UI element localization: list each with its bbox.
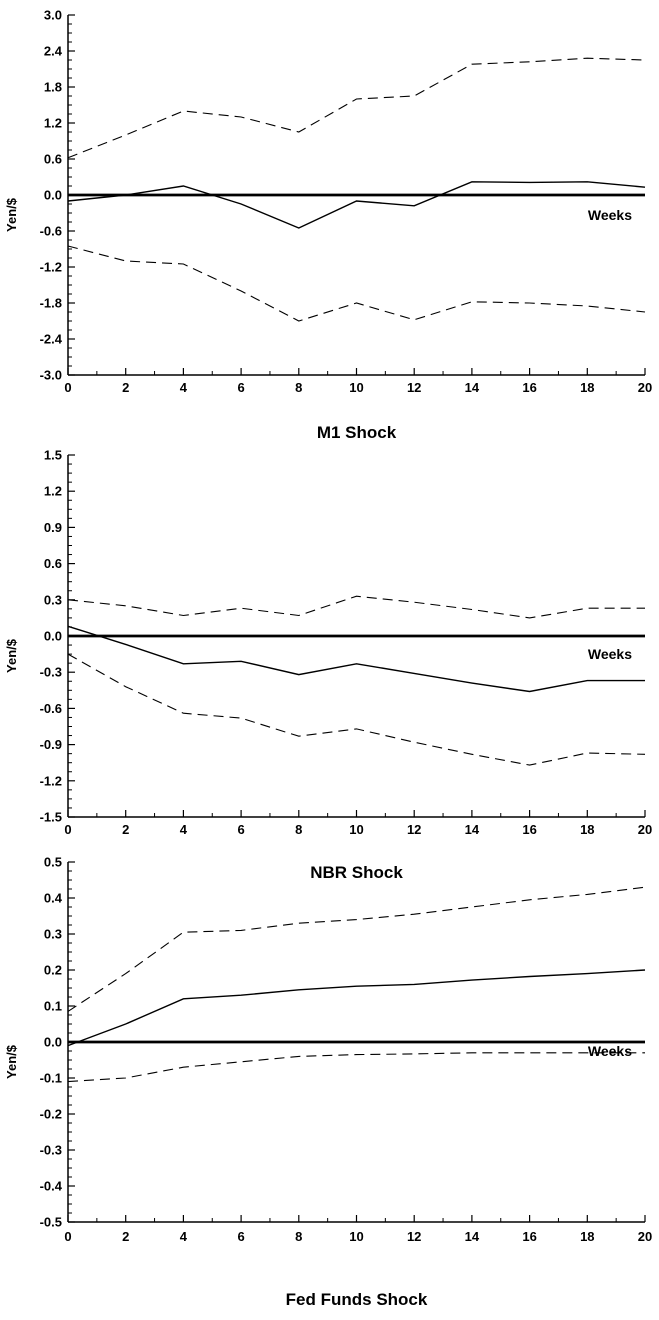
y-axis-label: Yen/$ (4, 1044, 19, 1079)
x-tick-label: 14 (465, 1229, 480, 1244)
x-tick-label: 10 (349, 380, 363, 395)
panel-nbr: 1.5 1.2 0.9 0.6 0.3 0.0 -0.3 -0.6 -0.9 -1.2 -1.50 2… (4, 448, 652, 883)
x-tick-label: 16 (522, 380, 536, 395)
x-axis-title: M1 Shock (317, 423, 397, 442)
x-tick-label: 10 (349, 822, 363, 837)
y-tick-label: 1.5 (44, 448, 62, 463)
x-tick-label: 6 (237, 380, 244, 395)
x-tick-label: 4 (180, 1229, 188, 1244)
y-tick-label: -0.2 (40, 1107, 62, 1122)
x-tick-label: 10 (349, 1229, 363, 1244)
y-tick-label: 0.4 (44, 891, 63, 906)
y-tick-label: 1.2 (44, 116, 62, 131)
y-tick-label: 0.3 (44, 927, 62, 942)
x-tick-label: 14 (465, 380, 480, 395)
y-tick-label: 0.0 (44, 1035, 62, 1050)
x-tick-label: 4 (180, 822, 188, 837)
y-tick-label: 0.6 (44, 556, 62, 571)
panel-fed-funds: 0.5 0.4 0.3 0.2 0.1 0.0 -0.1 -0.2 -0.3 -0.4 -0.50 2… (4, 855, 652, 1310)
y-tick-label: 0.9 (44, 520, 62, 535)
y-tick-label: -0.5 (40, 1215, 62, 1230)
x-tick-label: 16 (522, 822, 536, 837)
x-tick-label: 12 (407, 822, 421, 837)
x-tick-label: 16 (522, 1229, 536, 1244)
x-tick-label: 6 (237, 822, 244, 837)
x-tick-label: 20 (638, 380, 652, 395)
y-tick-label: 0.1 (44, 999, 62, 1014)
x-axis-title: Fed Funds Shock (286, 1290, 428, 1309)
x-tick-label: 2 (122, 380, 129, 395)
y-tick-label: -0.3 (40, 1143, 62, 1158)
x-tick-label: 20 (638, 822, 652, 837)
x-tick-label: 18 (580, 380, 594, 395)
y-tick-label: -0.9 (40, 737, 62, 752)
y-tick-label: -1.2 (40, 773, 62, 788)
y-tick-label: 2.4 (44, 44, 63, 59)
upper-band-line (67, 595, 645, 619)
x-tick-label: 8 (295, 822, 302, 837)
weeks-annotation: Weeks (588, 1043, 632, 1059)
x-tick-label: 6 (237, 1229, 244, 1244)
weeks-annotation: Weeks (588, 207, 632, 223)
y-tick-label: 0.3 (44, 592, 62, 607)
y-tick-label: -0.6 (40, 224, 62, 239)
y-tick-label: -1.5 (40, 810, 62, 825)
lower-band-line (67, 653, 646, 766)
y-axis-label: Yen/$ (4, 197, 19, 232)
x-tick-label: 2 (122, 822, 129, 837)
lower-band-line (67, 1052, 645, 1083)
y-tick-label: 0.2 (44, 963, 62, 978)
y-tick-label: 0.0 (44, 188, 62, 203)
y-tick-label: -2.4 (40, 332, 63, 347)
x-tick-label: 18 (580, 822, 594, 837)
response-line (67, 181, 646, 229)
x-tick-label: 12 (407, 1229, 421, 1244)
upper-band-line (67, 57, 646, 159)
y-tick-label: -0.6 (40, 701, 62, 716)
x-tick-label: 4 (180, 380, 188, 395)
x-tick-label: 14 (465, 822, 480, 837)
upper-band-line (67, 886, 646, 1012)
response-line (67, 969, 646, 1047)
y-tick-label: -0.1 (40, 1071, 62, 1086)
x-tick-label: 20 (638, 1229, 652, 1244)
y-tick-label: -0.4 (40, 1179, 63, 1194)
y-tick-label: 3.0 (44, 8, 62, 23)
y-tick-label: 0.6 (44, 152, 62, 167)
y-tick-label: -3.0 (40, 368, 62, 383)
y-tick-label: 0.0 (44, 629, 62, 644)
x-tick-label: 0 (64, 380, 71, 395)
x-tick-label: 18 (580, 1229, 594, 1244)
x-tick-label: 0 (64, 1229, 71, 1244)
x-tick-label: 8 (295, 1229, 302, 1244)
y-tick-label: 1.8 (44, 80, 62, 95)
panel-m1: 3.0 2.4 1.8 1.2 0.6 0.0 -0.6 -1.2 -1.8 -2.4 -3.00 2… (4, 8, 652, 443)
x-tick-label: 8 (295, 380, 302, 395)
x-tick-label: 0 (64, 822, 71, 837)
y-tick-label: -1.8 (40, 296, 62, 311)
y-axis-label: Yen/$ (4, 638, 19, 673)
x-tick-label: 12 (407, 380, 421, 395)
lower-band-line (67, 245, 646, 322)
x-tick-label: 2 (122, 1229, 129, 1244)
response-line (67, 625, 645, 693)
y-tick-label: -0.3 (40, 665, 62, 680)
weeks-annotation: Weeks (588, 646, 632, 662)
y-tick-label: 1.2 (44, 484, 62, 499)
y-tick-label: 0.5 (44, 855, 62, 870)
x-axis-title: NBR Shock (310, 863, 403, 882)
y-tick-label: -1.2 (40, 260, 62, 275)
